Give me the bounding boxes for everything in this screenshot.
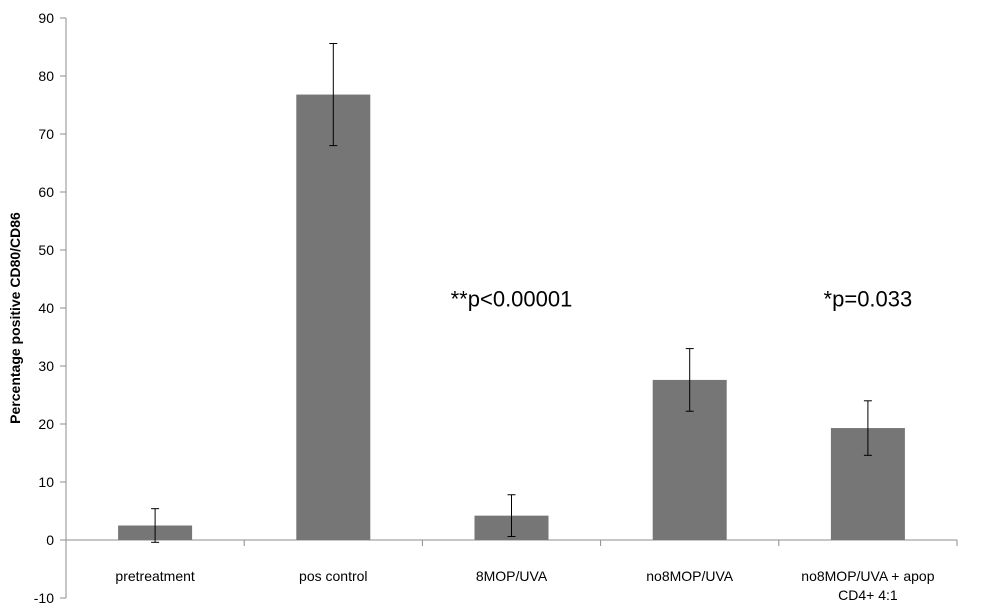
- y-tick-label: 30: [38, 358, 54, 374]
- annotations: **p<0.00001 *p=0.033: [451, 286, 913, 311]
- category-label: no8MOP/UVA + apop: [801, 568, 934, 584]
- category-label: CD4+ 4:1: [838, 587, 898, 603]
- x-axis: [65, 539, 958, 546]
- category-labels: pretreatment pos control 8MOP/UVA no8MOP/UV…: [115, 568, 934, 603]
- y-tick-label: -10: [34, 590, 54, 605]
- bars: [118, 94, 905, 540]
- y-tick-label: 0: [46, 532, 54, 548]
- y-tick-label: 80: [38, 68, 54, 84]
- y-tick-label: 40: [38, 300, 54, 316]
- y-tick-label: 20: [38, 416, 54, 432]
- category-label: 8MOP/UVA: [476, 568, 548, 584]
- y-axis: -10 0 10 20 30 40 50 60 70 80 90: [34, 10, 67, 605]
- y-tick-label: 90: [38, 10, 54, 26]
- p-value-annotation: **p<0.00001: [451, 286, 573, 311]
- bar: [296, 94, 371, 540]
- category-label: no8MOP/UVA: [646, 568, 734, 584]
- error-bars: [151, 43, 872, 543]
- y-tick-label: 10: [38, 474, 54, 490]
- y-tick-label: 70: [38, 126, 54, 142]
- y-axis-label: Percentage positive CD80/CD86: [7, 212, 23, 424]
- y-tick-label: 60: [38, 184, 54, 200]
- category-label: pretreatment: [115, 568, 194, 584]
- p-value-annotation: *p=0.033: [824, 286, 913, 311]
- category-label: pos control: [299, 568, 367, 584]
- y-tick-label: 50: [38, 242, 54, 258]
